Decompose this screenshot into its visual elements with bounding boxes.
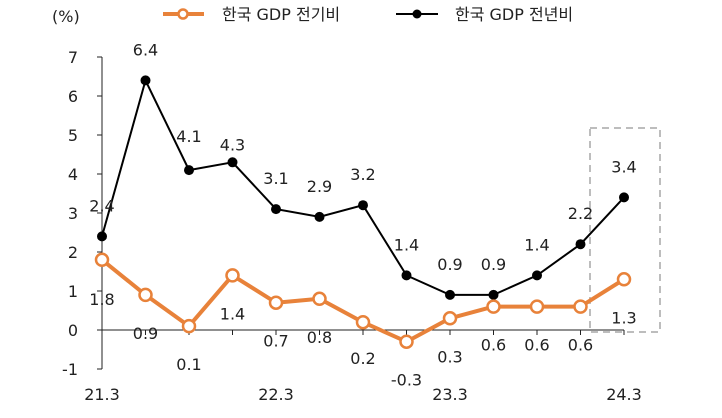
yoy-data-label: 0.9 <box>437 255 462 274</box>
yoy-point <box>271 204 281 215</box>
yoy-point <box>314 211 325 222</box>
yoy-data-label: 3.4 <box>611 157 636 176</box>
yoy-data-label: 2.2 <box>568 204 593 223</box>
yoy-data-label: 1.4 <box>394 235 419 254</box>
y-tick-label: 0 <box>68 321 78 340</box>
qoq-data-label: 1.8 <box>89 290 114 309</box>
qoq-data-label: 0.9 <box>133 324 158 343</box>
qoq-point <box>529 299 545 314</box>
qoq-data-label: 0.7 <box>263 332 288 351</box>
yoy-data-label: 4.1 <box>176 127 201 146</box>
qoq-point <box>268 295 284 310</box>
x-tick-label: 23.3 <box>432 385 468 404</box>
qoq-point <box>312 291 327 307</box>
y-tick-label: 7 <box>68 48 78 67</box>
y-tick-label: -1 <box>62 360 78 379</box>
qoq-point <box>138 287 153 303</box>
legend-swatch-qoq-marker <box>177 8 189 20</box>
qoq-point <box>181 318 197 334</box>
yoy-point <box>532 270 542 281</box>
yoy-point <box>575 239 586 250</box>
qoq-data-label: 0.6 <box>568 336 593 355</box>
qoq-point <box>486 299 501 314</box>
legend-label-yoy: 한국 GDP 전년비 <box>455 5 573 24</box>
qoq-data-label: 0.6 <box>524 336 549 355</box>
qoq-point <box>573 299 588 314</box>
qoq-data-label: 0.2 <box>350 349 375 368</box>
yoy-point <box>619 192 629 203</box>
series-layer <box>94 75 632 349</box>
qoq-data-label: 0.8 <box>307 328 332 347</box>
qoq-point <box>94 252 110 268</box>
qoq-point <box>225 268 240 283</box>
y-tick-label: 3 <box>68 204 78 223</box>
qoq-data-label: 1.3 <box>611 308 636 327</box>
yoy-point <box>401 270 412 281</box>
qoq-point <box>399 334 414 349</box>
qoq-data-label: 0.3 <box>437 347 462 366</box>
yoy-data-label: 2.9 <box>307 177 332 196</box>
y-tick-label: 5 <box>68 126 78 145</box>
y-axis-unit-label: (%) <box>52 7 80 26</box>
yoy-data-label: 1.4 <box>524 235 549 254</box>
qoq-data-label: 1.4 <box>220 304 245 323</box>
qoq-data-label: 0.6 <box>481 336 506 355</box>
legend-label-qoq: 한국 GDP 전기비 <box>222 5 340 24</box>
x-tick-label: 24.3 <box>606 385 642 404</box>
qoq-point <box>355 314 371 330</box>
yoy-point <box>358 200 368 211</box>
qoq-data-label: -0.3 <box>391 371 422 390</box>
data-label-layer: 2.4 6.4 4.1 4.3 3.1 2.9 3.2 1.4 0.9 0.9 1.4 2.2 3.4 1… <box>89 40 636 389</box>
y-tick-label: 2 <box>68 243 78 262</box>
yoy-data-label: 4.3 <box>220 135 245 154</box>
y-tick-label: 6 <box>68 87 78 106</box>
yoy-point <box>445 289 455 300</box>
y-tick-label: 4 <box>68 165 78 184</box>
legend-swatch-yoy-marker <box>412 9 422 19</box>
yoy-data-label: 3.1 <box>263 169 288 188</box>
yoy-point <box>140 75 151 86</box>
yoy-data-label: 0.9 <box>481 255 506 274</box>
yoy-point <box>97 231 107 242</box>
y-tick-label: 1 <box>68 282 78 301</box>
qoq-point <box>442 311 458 326</box>
yoy-point <box>184 165 194 176</box>
yoy-data-label: 2.4 <box>89 196 114 215</box>
legend: 한국 GDP 전기비 한국 GDP 전년비 <box>163 5 573 24</box>
yoy-point <box>488 289 499 300</box>
yoy-data-label: 3.2 <box>350 165 375 184</box>
qoq-point <box>616 272 632 287</box>
x-tick-label: 21.3 <box>84 385 120 404</box>
series-line-yoy <box>101 77 625 296</box>
yoy-data-label: 6.4 <box>133 40 158 59</box>
yoy-point <box>227 157 238 168</box>
x-tick-label: 22.3 <box>258 385 294 404</box>
qoq-data-label: 0.1 <box>176 355 201 374</box>
latest-quarter-highlight-box <box>589 127 661 333</box>
